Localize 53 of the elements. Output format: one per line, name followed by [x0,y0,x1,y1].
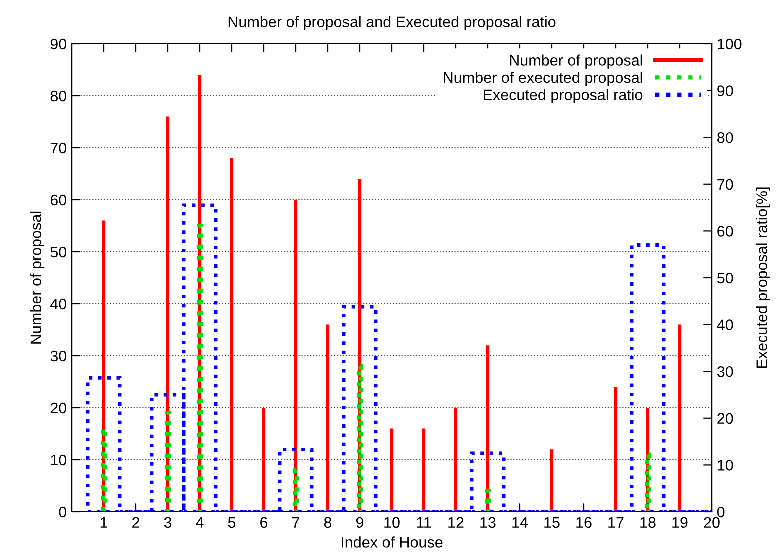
x-tick-label: 1 [100,517,108,528]
y2-axis-title: Executed proposal ratio[%] [756,188,770,368]
x-tick-label: 13 [480,517,496,528]
x-tick-label: 19 [672,517,688,528]
y-tick-label: 90 [50,38,67,50]
legend-label: Executed proposal ratio [484,89,643,104]
bar [678,324,682,512]
y2-tick-label: 50 [717,272,734,284]
y2-tick-label: 0 [717,506,725,518]
y-tick-label: 50 [50,246,67,258]
x-tick-label: 11 [417,517,432,528]
y2-tick-label: 30 [717,366,734,378]
x-tick-label: 2 [132,517,140,528]
bar [230,158,234,512]
x-tick-label: 20 [704,517,720,528]
x-tick-label: 16 [576,517,592,528]
y2-tick-label: 100 [718,38,742,50]
x-tick-label: 17 [608,517,624,528]
y-axis-title: Number of proposal [30,212,45,344]
y2-tick-label: 40 [717,320,734,330]
y2-tick-label: 10 [718,460,734,471]
y2-tick-label: 20 [718,413,734,424]
y-tick-label: 80 [50,90,67,102]
x-tick-label: 4 [196,517,204,528]
y-tick-label: 20 [50,402,67,414]
y-tick-label: 60 [50,194,67,206]
x-tick-label: 9 [356,517,364,528]
x-tick-label: 5 [228,517,236,528]
y2-tick-label: 90 [718,86,734,96]
legend-label: Number of executed proposal [444,72,642,86]
y-tick-label: 10 [51,454,67,466]
bar [614,387,618,512]
y-tick-label: 0 [59,506,67,518]
bar [486,346,490,512]
x-tick-label: 14 [512,517,528,528]
y-tick-label: 30 [50,350,67,362]
x-tick-label: 6 [260,517,268,528]
legend-label: Number of proposal [510,54,642,69]
x-tick-label: 8 [324,517,332,528]
bar [326,324,330,512]
y-tick-label: 40 [50,298,67,310]
y2-tick-label: 70 [718,179,734,190]
x-tick-label: 15 [544,517,560,528]
y-tick-label: 70 [50,142,67,154]
x-tick-label: 3 [164,517,172,528]
x-tick-label: 12 [448,517,464,528]
y2-tick-label: 60 [718,226,734,237]
x-tick-label: 7 [292,517,300,528]
x-tick-label: 10 [384,517,400,528]
chart-title: Number of proposal and Executed proposal ratio [228,16,556,31]
x-axis-title: Index of House [342,536,443,548]
x-tick-label: 18 [640,517,656,528]
y2-tick-label: 80 [718,132,734,144]
